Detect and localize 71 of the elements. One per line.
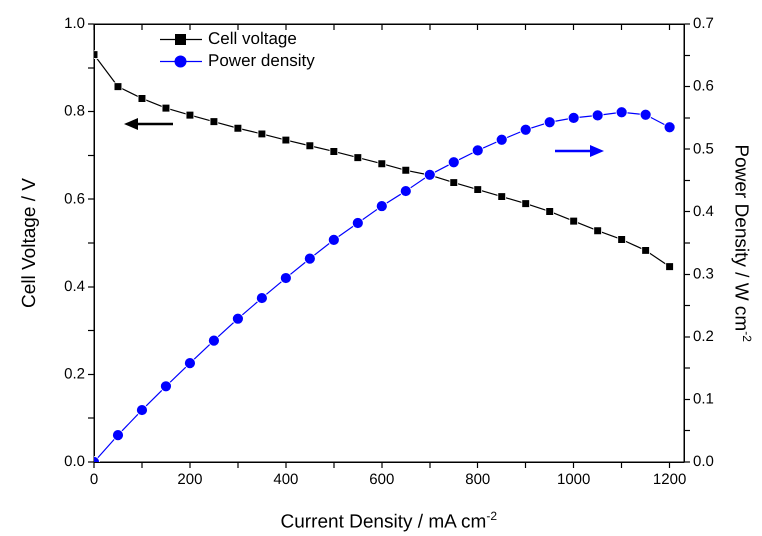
point — [641, 246, 650, 255]
point — [497, 192, 506, 201]
point — [378, 159, 386, 168]
y2-tick-label: 0.1 — [693, 390, 714, 408]
legend-label: Cell voltage — [208, 29, 297, 49]
point — [352, 217, 364, 229]
point — [665, 262, 674, 271]
point — [280, 272, 292, 284]
y-axis-title: Cell Voltage / V — [18, 178, 41, 308]
point — [210, 117, 218, 126]
point — [330, 147, 338, 156]
point — [184, 357, 196, 370]
x-tick-label: 800 — [465, 471, 490, 488]
point — [162, 104, 170, 112]
y2-tick-label: 0.2 — [693, 328, 714, 345]
point — [234, 124, 242, 133]
point — [448, 156, 460, 168]
point — [402, 166, 410, 175]
x-tick-label: 200 — [177, 471, 202, 488]
point — [282, 136, 290, 144]
point — [186, 110, 194, 120]
y-tick-label: 0.0 — [64, 453, 85, 470]
x-axis-title: Current Density / mA cm$^{-2}$ — [280, 509, 498, 534]
y-tick-label: 0.6 — [64, 190, 85, 208]
x-tick-label: 400 — [273, 471, 298, 488]
point — [304, 252, 316, 265]
point — [400, 185, 412, 197]
point — [138, 94, 146, 103]
point — [545, 207, 554, 216]
point — [208, 334, 220, 347]
y2-tick-label: 0.3 — [693, 265, 714, 282]
legend-label: Power density — [208, 51, 315, 71]
point — [114, 82, 122, 91]
y-tick-label: 1.0 — [64, 15, 85, 32]
point — [496, 134, 508, 146]
point — [328, 234, 340, 246]
point — [376, 200, 388, 212]
point — [664, 121, 676, 134]
point — [136, 404, 148, 416]
point — [472, 144, 484, 156]
y-tick-label: 0.4 — [64, 278, 85, 295]
point — [112, 429, 124, 441]
point — [569, 216, 578, 226]
point — [640, 108, 652, 121]
point — [256, 292, 268, 304]
point — [449, 178, 458, 187]
y-tick-label: 0.2 — [64, 366, 85, 383]
y2-tick-label: 0.6 — [693, 78, 714, 95]
point — [616, 106, 628, 118]
point — [544, 116, 556, 128]
x-tick-label: 600 — [369, 471, 394, 488]
point — [520, 124, 532, 136]
y-tick-label: 0.8 — [64, 102, 85, 120]
point — [354, 153, 362, 162]
point — [473, 185, 482, 194]
point — [232, 312, 244, 325]
y2-tick-label: 0.7 — [693, 15, 714, 32]
point — [593, 226, 602, 236]
x-tick-label: 0 — [90, 471, 98, 488]
y2-tick-label: 0.0 — [693, 453, 714, 470]
point — [568, 112, 580, 124]
y2-tick-label: 0.5 — [693, 140, 714, 158]
point — [258, 130, 266, 138]
point — [160, 380, 172, 392]
point — [306, 141, 314, 150]
y2-tick-label: 0.4 — [693, 202, 714, 220]
x-tick-label: 1200 — [652, 471, 686, 488]
x-tick-label: 1000 — [556, 471, 590, 488]
point — [521, 199, 530, 208]
point — [592, 109, 604, 122]
point — [617, 235, 626, 244]
